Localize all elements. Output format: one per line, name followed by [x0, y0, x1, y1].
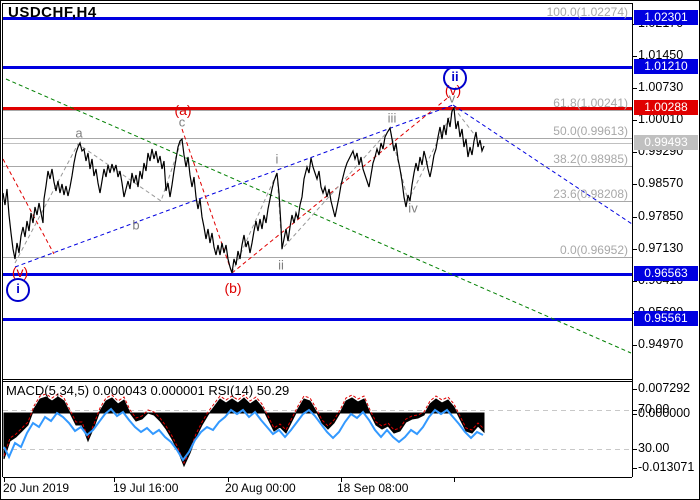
- macd-panel-graphics: [3, 393, 632, 468]
- price-series: [3, 106, 485, 274]
- price-level-badge: 0.95561: [634, 311, 698, 326]
- wave-label-circled: i: [6, 278, 30, 302]
- price-level-badge: 1.01210: [634, 59, 698, 74]
- price-level-badge: 0.96563: [634, 266, 698, 281]
- wave-label-gray: a: [75, 125, 83, 141]
- fib-level-label: 23.6(0.98208): [553, 186, 628, 201]
- wave-label-red: (b): [224, 280, 242, 296]
- panel-borders: [2, 3, 633, 478]
- macd-indicator-label: MACD(5,34,5) 0.000043 0.000001 RSI(14) 5…: [6, 383, 290, 398]
- macd-axis-tick-label: 30.00: [638, 441, 670, 455]
- price-level-badge: 0.99493: [634, 135, 698, 150]
- fibonacci-lines: [3, 19, 632, 258]
- wave-label-red: (v): [11, 264, 29, 280]
- price-axis-tick-label: 0.94970: [638, 337, 684, 351]
- green-dashed-trendline: [5, 78, 632, 354]
- wave-label-gray: v: [448, 90, 456, 106]
- price-line: [3, 106, 485, 274]
- trend-lines: [3, 78, 632, 354]
- fib-level-label: 100.0(1.02274): [546, 4, 628, 19]
- red-dashed-trendline: [3, 158, 55, 255]
- wave-label-circled: ii: [443, 66, 467, 90]
- time-axis-label: 18 Sep 08:00: [337, 481, 409, 495]
- wave-label-gray: b: [132, 217, 140, 233]
- axis-tick-marks: [4, 24, 637, 482]
- price-level-badge: 1.02301: [634, 10, 698, 25]
- macd-axis-tick-label: 70.00: [638, 402, 670, 416]
- wave-label-gray: c: [178, 114, 186, 130]
- rsi-line: [3, 407, 484, 462]
- symbol-timeframe-label: USDCHF,H4: [8, 4, 97, 21]
- price-axis-tick-label: 0.97130: [638, 241, 684, 255]
- wave-label-gray: ii: [278, 257, 284, 273]
- wave-label-gray: iv: [408, 200, 418, 216]
- price-axis-tick-label: 1.00730: [638, 80, 684, 94]
- time-axis-label: 20 Jun 2019: [3, 481, 70, 495]
- time-axis-label: 19 Jul 16:00: [113, 481, 179, 495]
- macd-signal-line: [3, 393, 485, 465]
- wave-label-gray: iii: [387, 110, 397, 126]
- fib-level-label: 61.8(1.00241): [553, 95, 628, 110]
- fib-level-label: 50.0(0.99613): [553, 123, 628, 138]
- wave-label-gray: i: [275, 151, 279, 167]
- price-axis-tick-label: 1.01450: [638, 48, 684, 62]
- fib-level-label: 38.2(0.98985): [553, 151, 628, 166]
- price-level-badge: 1.00288: [634, 100, 698, 115]
- blue-dashed-trendline: [14, 104, 454, 268]
- macd-axis-tick-label: 0.000000: [638, 406, 691, 420]
- price-axis-tick-label: 0.97850: [638, 209, 684, 223]
- price-axis-tick-label: 0.98570: [638, 176, 684, 190]
- price-axis-tick-label: 1.00010: [638, 112, 684, 126]
- fib-level-label: 0.0(0.96952): [559, 242, 628, 257]
- blue-dashed-trendline: [452, 104, 632, 225]
- macd-axis-tick-label: -0.013071: [638, 460, 695, 474]
- macd-axis-tick-label: 0.007292: [638, 381, 691, 395]
- wave-label-red: (a): [174, 102, 192, 118]
- horizontal-level-lines: [3, 17, 632, 321]
- time-axis-label: 20 Aug 00:00: [225, 481, 296, 495]
